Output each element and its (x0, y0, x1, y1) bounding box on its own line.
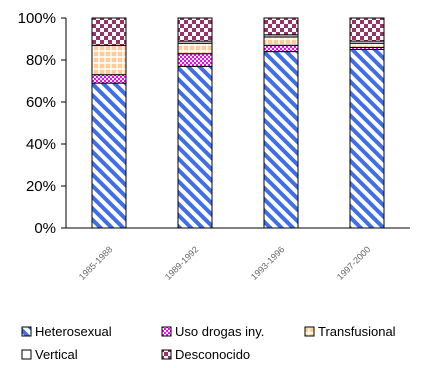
bar-stack (349, 17, 385, 229)
bar-segment-heterosexual (349, 49, 385, 229)
legend-item: Heterosexual (21, 324, 112, 339)
x-tick-label: 1989-1992 (163, 244, 201, 282)
y-ticks: 0% 20% 40% 60% 80% 100% (18, 10, 66, 237)
legend-swatch (21, 349, 32, 360)
legend-item: Vertical (21, 347, 78, 362)
bar-stack (91, 17, 127, 229)
legend-label: Desconocido (175, 347, 250, 362)
y-tick-label: 0% (34, 220, 56, 237)
bars (91, 17, 385, 229)
x-tick-label: 1993-1996 (249, 244, 287, 282)
legend-swatch (304, 326, 315, 337)
bar-stack (177, 17, 213, 229)
legend-item: Transfusional (304, 324, 396, 339)
legend-label: Heterosexual (35, 324, 112, 339)
bar-segment-transfusional (177, 42, 213, 55)
bar-segment-heterosexual (263, 51, 299, 229)
bar-segment-heterosexual (91, 82, 127, 229)
bar-segment-transfusional (263, 36, 299, 46)
legend-swatch (161, 326, 172, 337)
y-tick-label: 100% (18, 10, 56, 27)
legend-label: Transfusional (318, 324, 396, 339)
bar-segment-uso-drogas-iny (263, 44, 299, 53)
y-tick-label: 20% (26, 178, 56, 195)
x-labels: 1985-1988 1989-1992 1993-1996 1997-2000 (77, 244, 373, 282)
legend-item: Desconocido (161, 347, 250, 362)
bar-segment-heterosexual (177, 65, 213, 229)
bar-segment-desconocido (349, 17, 385, 42)
legend-swatch (161, 349, 172, 360)
bar-segment-transfusional (91, 44, 127, 76)
legend-label: Uso drogas iny. (175, 324, 264, 339)
y-tick-label: 80% (26, 52, 56, 69)
bar-stack (263, 17, 299, 229)
y-tick-label: 60% (26, 94, 56, 111)
bar-segment-desconocido (263, 17, 299, 36)
y-tick-label: 40% (26, 136, 56, 153)
bar-segment-desconocido (177, 17, 213, 42)
legend: Heterosexual Uso drogas iny. Transfusional… (21, 324, 396, 362)
legend-label: Vertical (35, 347, 78, 362)
legend-swatch (21, 326, 32, 337)
bar-segment-uso-drogas-iny (177, 53, 213, 67)
x-tick-label: 1985-1988 (77, 244, 115, 282)
bar-segment-desconocido (91, 17, 127, 46)
bar-segment-transfusional (349, 42, 385, 48)
legend-item: Uso drogas iny. (161, 324, 264, 339)
x-tick-label: 1997-2000 (335, 244, 373, 282)
bar-segment-uso-drogas-iny (91, 74, 127, 84)
